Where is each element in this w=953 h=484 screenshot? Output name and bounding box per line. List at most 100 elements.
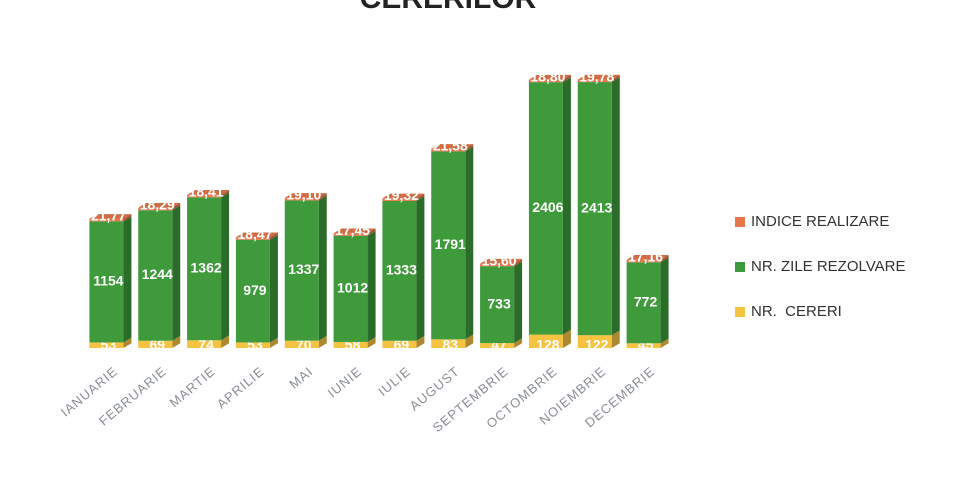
data-label: 21,77: [91, 208, 126, 224]
bar-side: [660, 338, 669, 348]
data-label: 19,78: [579, 68, 614, 84]
data-label: 2413: [581, 199, 612, 215]
legend-swatch: [735, 307, 745, 317]
data-label: 1244: [142, 266, 173, 282]
bar: [626, 343, 661, 348]
bar: [431, 148, 466, 152]
bar-top: [333, 228, 376, 234]
bar: [235, 342, 270, 348]
bar-side: [367, 337, 376, 348]
bar-top: [382, 193, 425, 199]
bar-side: [611, 74, 620, 83]
data-label: 122: [585, 337, 609, 353]
bar-side: [318, 193, 327, 201]
bar-side: [562, 74, 571, 83]
data-label: 1791: [435, 236, 466, 252]
bar: [187, 197, 222, 341]
data-label: 83: [442, 337, 458, 353]
legend-label: NR. CERERI: [751, 303, 842, 320]
bar: [382, 340, 417, 348]
x-tick-label: IULIE: [375, 363, 413, 399]
bar-side: [611, 77, 620, 336]
bar: [431, 151, 466, 340]
x-tick-label: APRILIE: [214, 363, 267, 411]
bar: [528, 82, 563, 335]
bar: [577, 79, 612, 83]
bar-side: [514, 261, 523, 344]
bar-side: [611, 330, 620, 348]
legend-label: NR. ZILE REZOLVARE: [751, 258, 905, 275]
bar-side: [416, 335, 425, 348]
bar: [284, 200, 319, 341]
bar-side: [172, 205, 181, 341]
bar-side: [416, 193, 425, 201]
bar: [480, 266, 515, 344]
bar: [138, 207, 173, 211]
data-label: 128: [536, 337, 560, 353]
bar: [626, 259, 661, 263]
data-label: 74: [198, 337, 214, 353]
bar: [626, 262, 661, 344]
x-tick-label: MARTIE: [167, 363, 219, 410]
data-label: 15,60: [482, 252, 517, 268]
bar-side: [123, 214, 132, 222]
bar: [577, 82, 612, 336]
bar-side: [123, 337, 132, 348]
data-label: 18,47: [237, 226, 272, 242]
data-label: 1154: [93, 273, 124, 289]
bar-side: [660, 254, 669, 263]
data-label: 1012: [337, 280, 368, 296]
bar-side: [465, 144, 474, 152]
bar: [333, 233, 368, 236]
bar-side: [562, 77, 571, 335]
chart-title: CERERILOR: [360, 0, 537, 15]
bar-side: [221, 192, 230, 341]
bar-top: [89, 214, 132, 219]
bar-top: [431, 144, 474, 149]
data-label: 2406: [532, 199, 563, 215]
legend-swatch: [735, 217, 745, 227]
bar-side: [221, 335, 230, 348]
bar: [235, 237, 270, 240]
data-label: 21,58: [433, 138, 468, 154]
data-label: 733: [487, 295, 511, 311]
bar-side: [221, 190, 230, 198]
bar: [284, 197, 319, 201]
bar: [528, 79, 563, 83]
bar-side: [269, 234, 278, 343]
data-label: 1333: [386, 262, 417, 278]
bar-top: [528, 74, 571, 80]
bar-top: [577, 74, 620, 80]
x-tick-label: IUNIE: [325, 363, 365, 400]
bar-side: [318, 335, 327, 348]
bar: [382, 200, 417, 341]
bar-side: [660, 257, 669, 344]
data-label: 18,41: [189, 184, 224, 200]
data-label: 70: [296, 337, 312, 353]
bar: [89, 218, 124, 222]
data-label: 18,29: [140, 196, 175, 212]
bar: [89, 342, 124, 348]
bar-side: [172, 335, 181, 348]
bar-side: [465, 334, 474, 348]
data-label: 19,32: [384, 187, 419, 203]
bar: [333, 235, 368, 342]
data-label: 979: [243, 282, 267, 298]
bar-side: [269, 337, 278, 348]
data-label: 772: [634, 293, 658, 309]
bar: [187, 194, 222, 198]
data-label: 1337: [288, 261, 319, 277]
bar-side: [367, 230, 376, 342]
bar-side: [172, 202, 181, 211]
bar-side: [318, 195, 327, 341]
data-label: 19,10: [286, 187, 321, 203]
legend-label: INDICE REALIZARE: [751, 213, 889, 230]
bar: [89, 221, 124, 343]
bar: [431, 339, 466, 348]
bar-top: [626, 254, 669, 260]
bar: [138, 340, 173, 348]
bar-side: [465, 146, 474, 340]
bar: [138, 210, 173, 341]
data-label: 17,16: [628, 248, 663, 264]
